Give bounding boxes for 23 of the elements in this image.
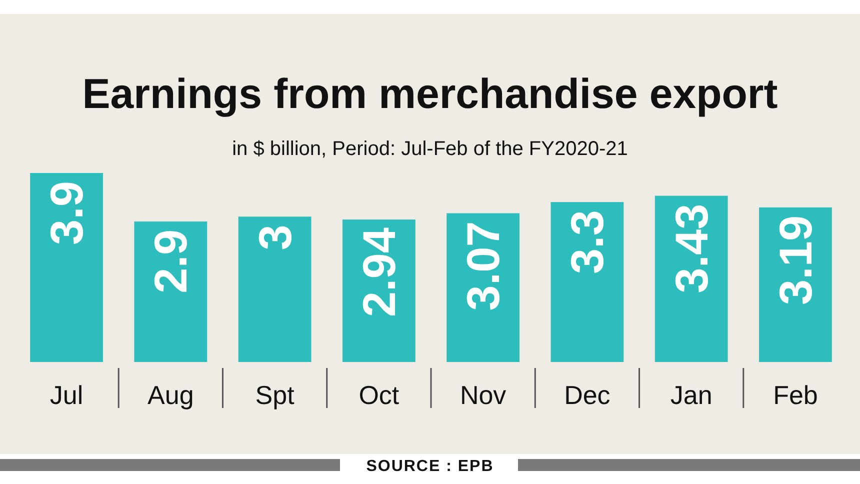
x-tick-label: Nov <box>460 380 506 410</box>
x-tick-label: Oct <box>358 380 400 410</box>
bar <box>134 221 208 362</box>
data-label: 2.94 <box>352 227 405 318</box>
data-label: 3.9 <box>40 181 93 245</box>
x-tick-label: Aug <box>148 380 194 410</box>
bar <box>238 216 312 362</box>
x-tick-label: Feb <box>773 380 818 410</box>
x-tick-label: Jul <box>50 380 84 410</box>
chart-subtitle: in $ billion, Period: Jul-Feb of the FY2020-21 <box>232 138 628 160</box>
x-tick-label: Spt <box>255 380 296 410</box>
chart-title: Earnings from merchandise export <box>82 70 778 117</box>
bar <box>550 202 624 362</box>
source-note: SOURCE : EPB <box>366 458 494 475</box>
data-label: 3.19 <box>769 215 822 305</box>
x-tick-label: Jan <box>670 380 712 410</box>
data-label: 3 <box>248 224 301 250</box>
data-label: 3.43 <box>665 204 718 294</box>
data-label: 3.3 <box>561 210 614 274</box>
data-label: 2.9 <box>144 229 197 294</box>
x-tick-label: Dec <box>564 380 610 410</box>
bar <box>30 173 103 362</box>
data-label: 3.07 <box>457 221 510 311</box>
